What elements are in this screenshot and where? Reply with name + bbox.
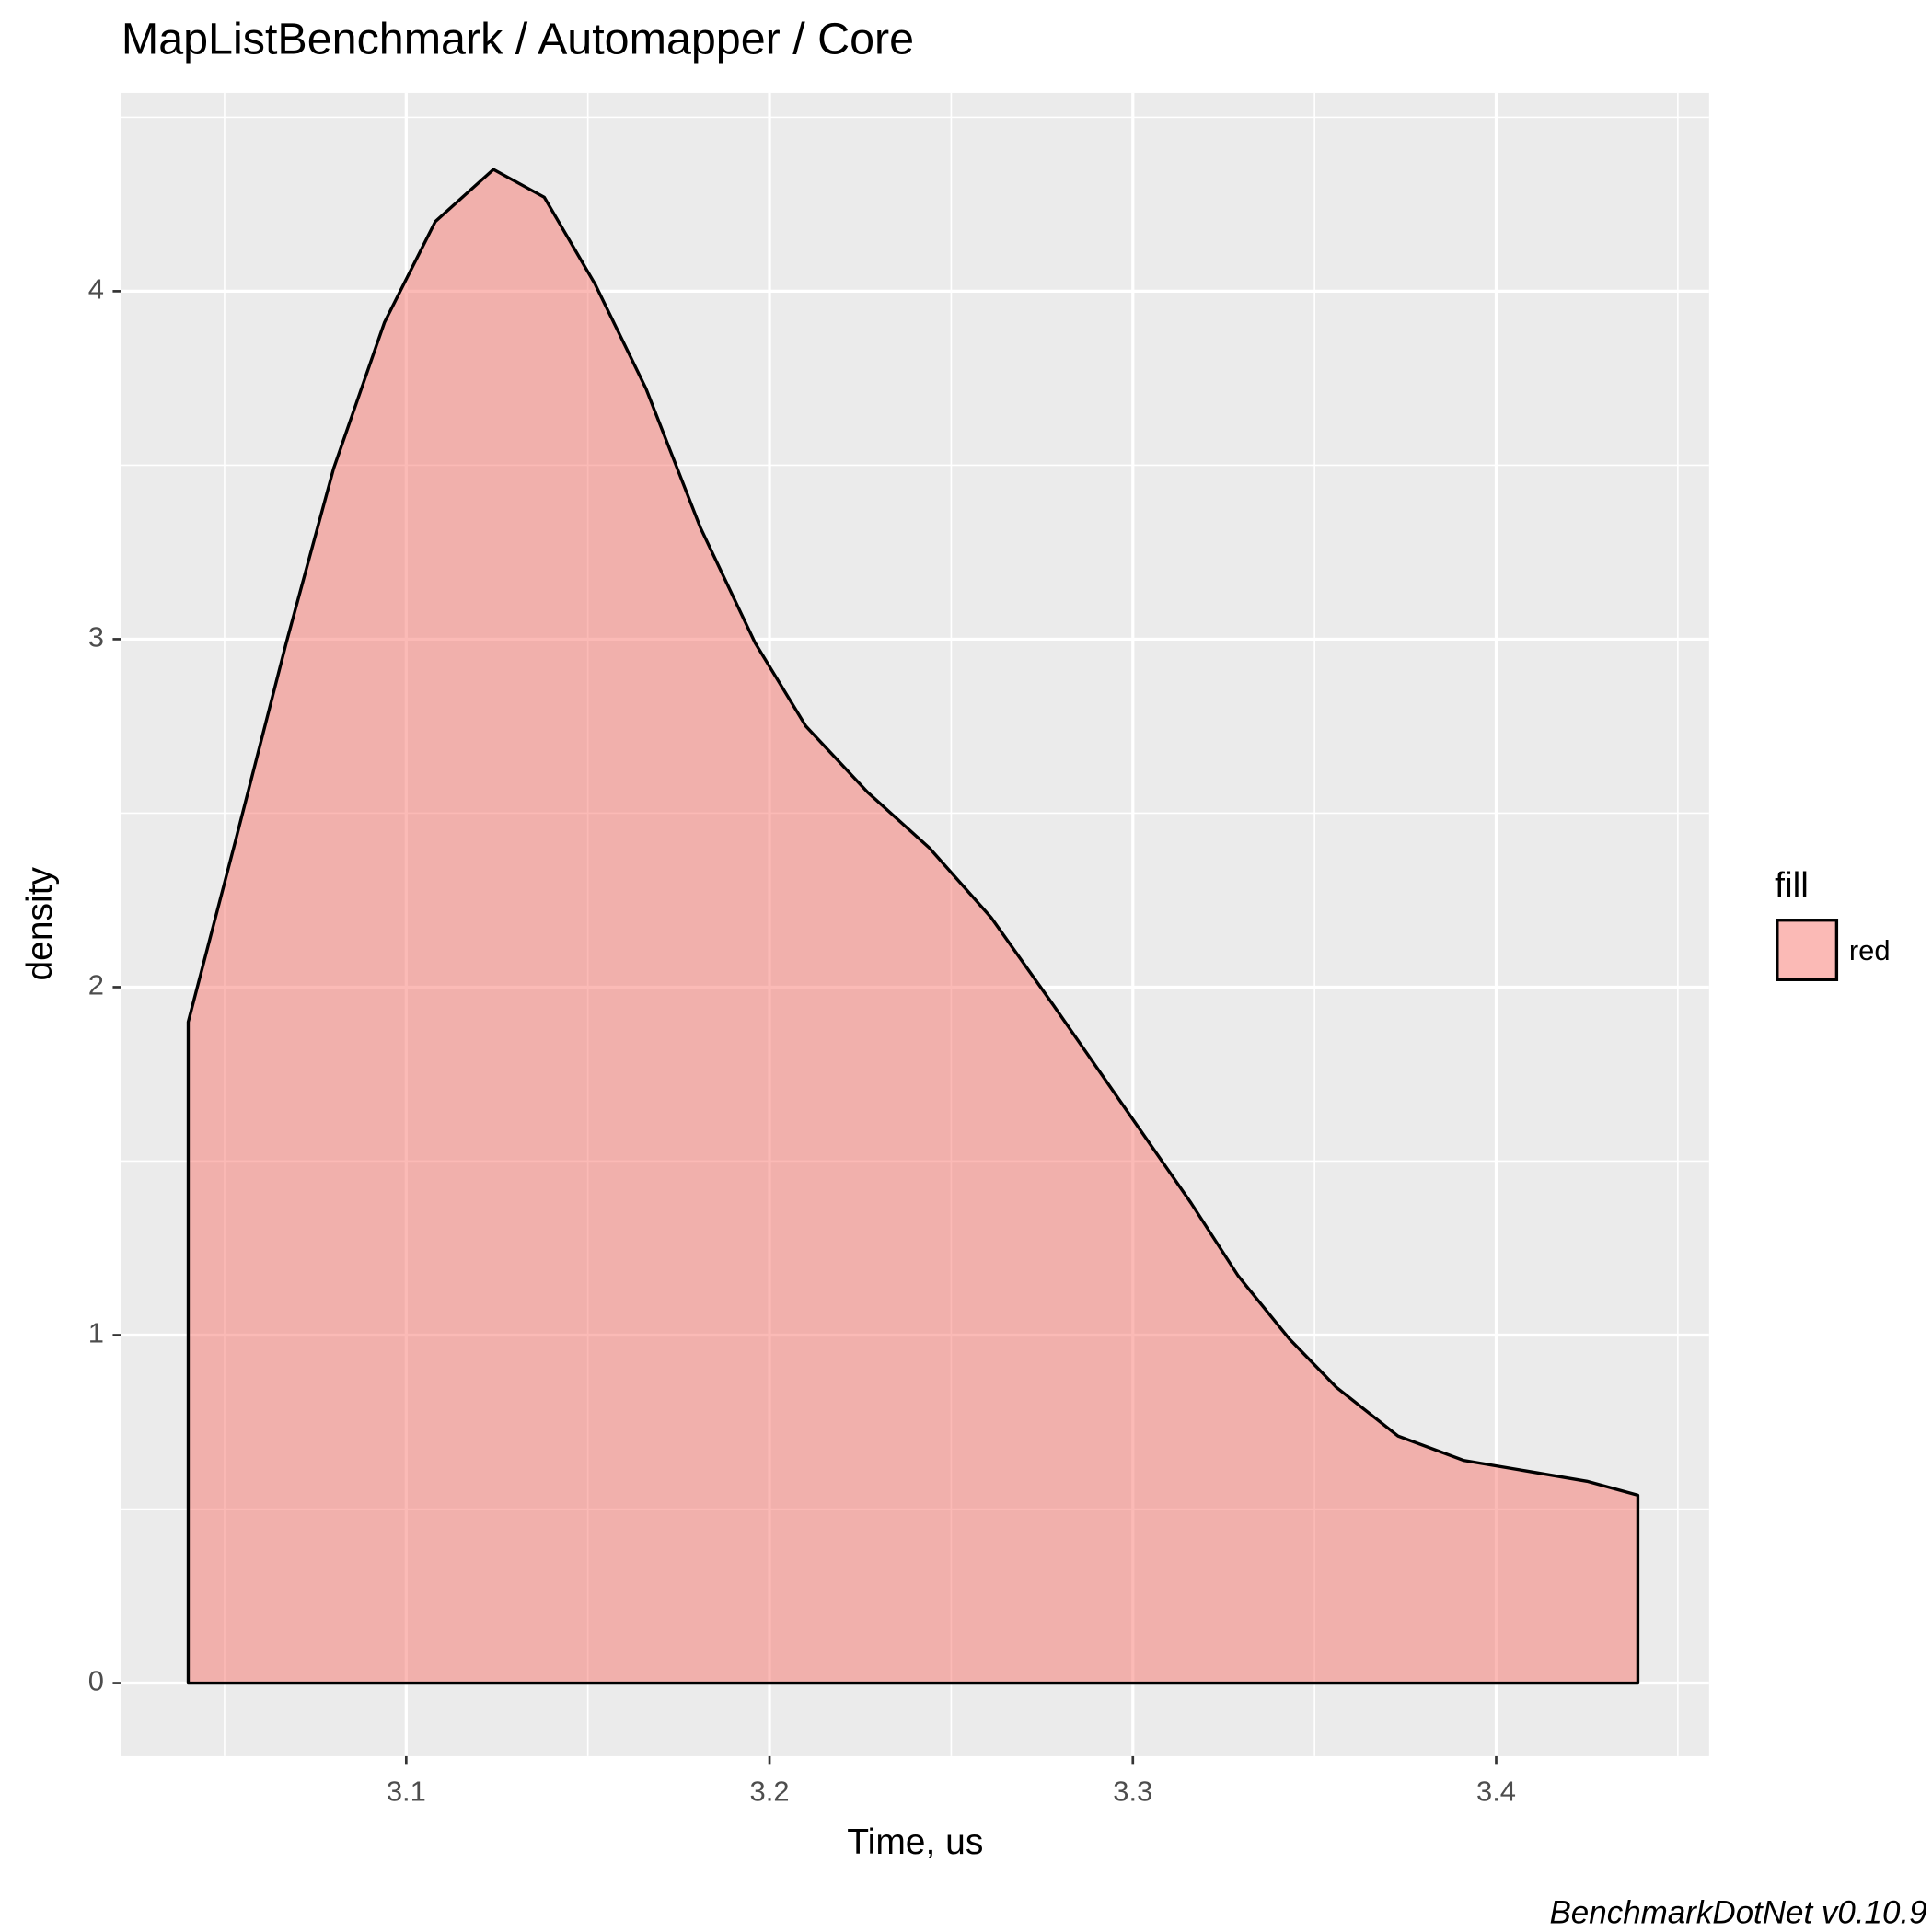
x-tick-label: 3.3 <box>1113 1775 1152 1807</box>
x-tick-label: 3.1 <box>387 1775 426 1807</box>
y-tick-label: 4 <box>88 273 104 306</box>
x-tick-label: 3.2 <box>750 1775 790 1807</box>
y-tick-label: 1 <box>88 1317 104 1349</box>
y-tick-label: 3 <box>88 621 104 654</box>
chart-title: MapListBenchmark / Automapper / Core <box>121 15 914 64</box>
x-tick-label: 3.4 <box>1476 1775 1516 1807</box>
legend-key <box>1776 919 1839 981</box>
y-tick-label: 2 <box>88 969 104 1001</box>
legend-label: red <box>1849 934 1891 966</box>
x-axis-title: Time, us <box>847 1822 983 1862</box>
caption: BenchmarkDotNet v0.10.9 <box>1549 1894 1926 1930</box>
y-axis-title: density <box>20 866 60 980</box>
legend-title: fill <box>1775 866 1809 906</box>
density-area <box>186 168 1640 1685</box>
y-tick-label: 0 <box>88 1665 104 1697</box>
